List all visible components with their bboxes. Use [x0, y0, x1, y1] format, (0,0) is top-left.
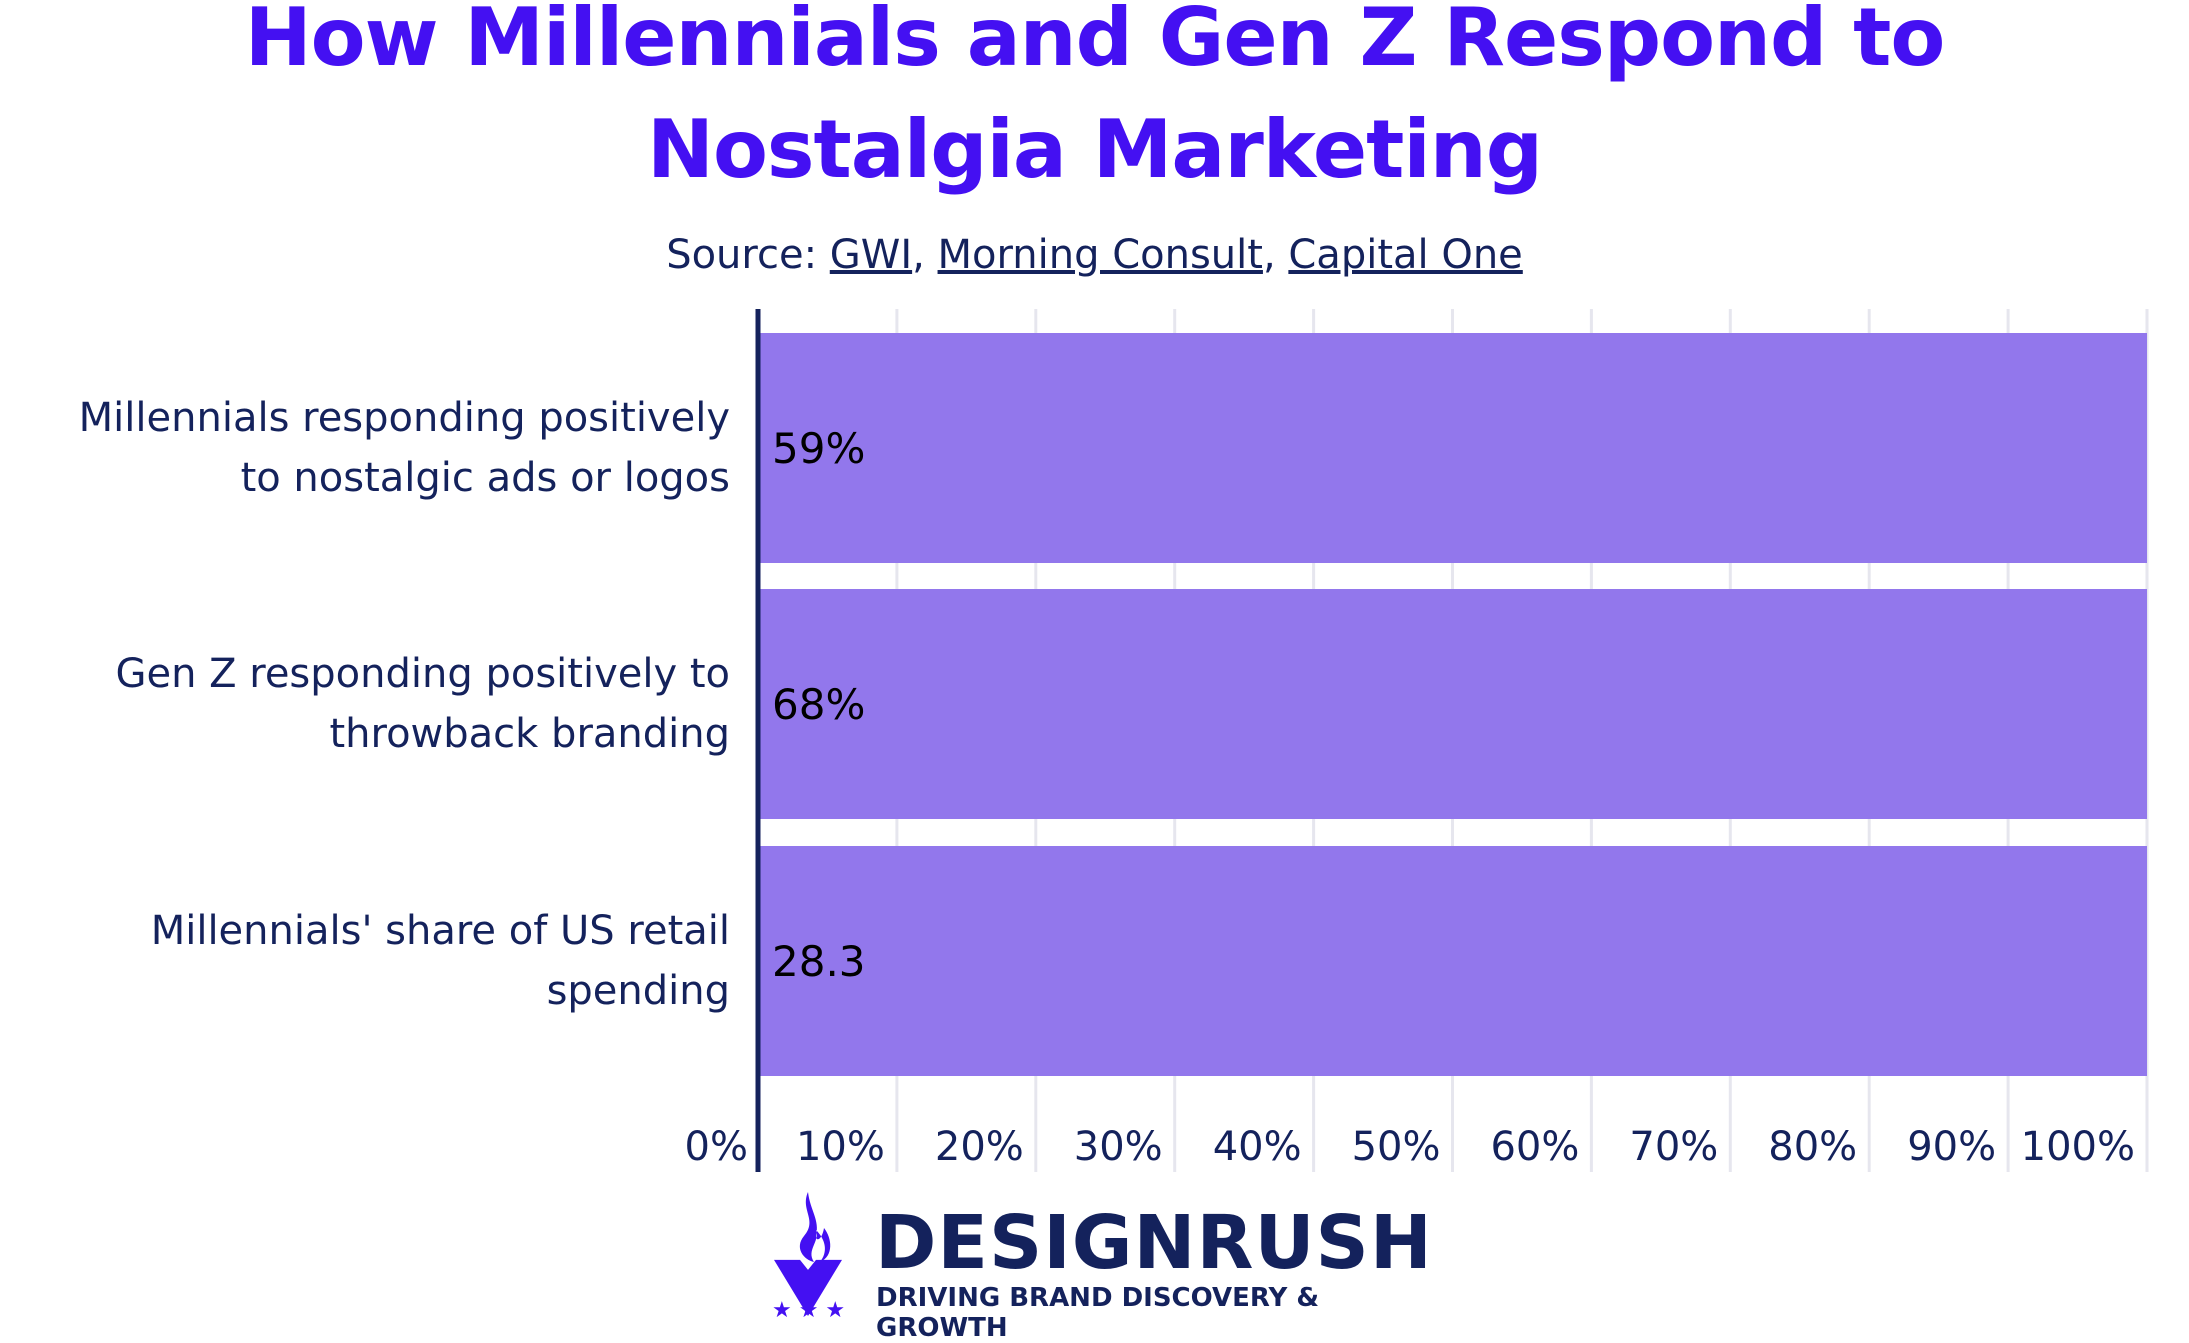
category-label: Millennials responding positively to nost… — [10, 388, 730, 508]
data-label: 59% — [772, 424, 865, 473]
source-line: Source: GWI, Morning Consult, Capital On… — [0, 232, 2189, 278]
x-tick-label: 90% — [1907, 1124, 1996, 1170]
x-tick-label: 80% — [1768, 1124, 1857, 1170]
data-label: 28.3 — [772, 937, 866, 986]
x-tick-label: 50% — [1352, 1124, 1441, 1170]
x-tick-label: 0% — [685, 1124, 748, 1170]
x-tick-label: 20% — [935, 1124, 1024, 1170]
source-link-gwi[interactable]: GWI — [829, 232, 913, 278]
x-tick-label: 70% — [1629, 1124, 1718, 1170]
category-label-line: throwback branding — [329, 711, 730, 757]
category-label-line: to nostalgic ads or logos — [240, 455, 730, 501]
flame-v-icon: ★ ★ ★ — [772, 1192, 845, 1317]
category-label: Millennials' share of US retail spending — [10, 901, 730, 1021]
x-tick-label: 30% — [1074, 1124, 1163, 1170]
svg-text:★ ★ ★: ★ ★ ★ — [772, 1298, 845, 1317]
source-link-capital-one[interactable]: Capital One — [1288, 232, 1523, 278]
category-label-line: Gen Z responding positively to — [115, 651, 730, 697]
separator: , — [1262, 232, 1289, 278]
category-label-line: Millennials responding positively — [78, 395, 730, 441]
x-tick-label: 40% — [1213, 1124, 1302, 1170]
category-label-line: spending — [546, 968, 730, 1014]
bar — [758, 333, 2147, 563]
chart-title: How Millennials and Gen Z Respond to Nos… — [0, 0, 2189, 206]
bar-chart: 0% 10% 20% 30% 40% 50% 60% 70% 80% 90% 100% 59% 68% 2… — [685, 309, 2149, 1172]
bar — [758, 589, 2147, 819]
x-tick-label: 60% — [1490, 1124, 1579, 1170]
source-link-morning-consult[interactable]: Morning Consult — [937, 232, 1263, 278]
x-tick-label: 100% — [2021, 1124, 2135, 1170]
category-label-line: Millennials' share of US retail — [150, 908, 730, 954]
separator: , — [912, 232, 938, 278]
logo-wordmark: DESIGNRUSH — [875, 1200, 1433, 1286]
title-line-2: Nostalgia Marketing — [647, 103, 1543, 196]
source-prefix: Source: — [666, 232, 830, 278]
data-label: 68% — [772, 680, 865, 729]
logo-tagline: DRIVING BRAND DISCOVERY & GROWTH — [876, 1283, 1320, 1343]
designrush-logo: ★ ★ ★ DESIGNRUSH DRIVING BRAND DISCOVERY… — [770, 1190, 1433, 1343]
x-tick-label: 10% — [796, 1124, 885, 1170]
category-label: Gen Z responding positively to throwback … — [10, 644, 730, 764]
bar — [758, 846, 2147, 1076]
title-line-1: How Millennials and Gen Z Respond to — [244, 0, 1946, 84]
